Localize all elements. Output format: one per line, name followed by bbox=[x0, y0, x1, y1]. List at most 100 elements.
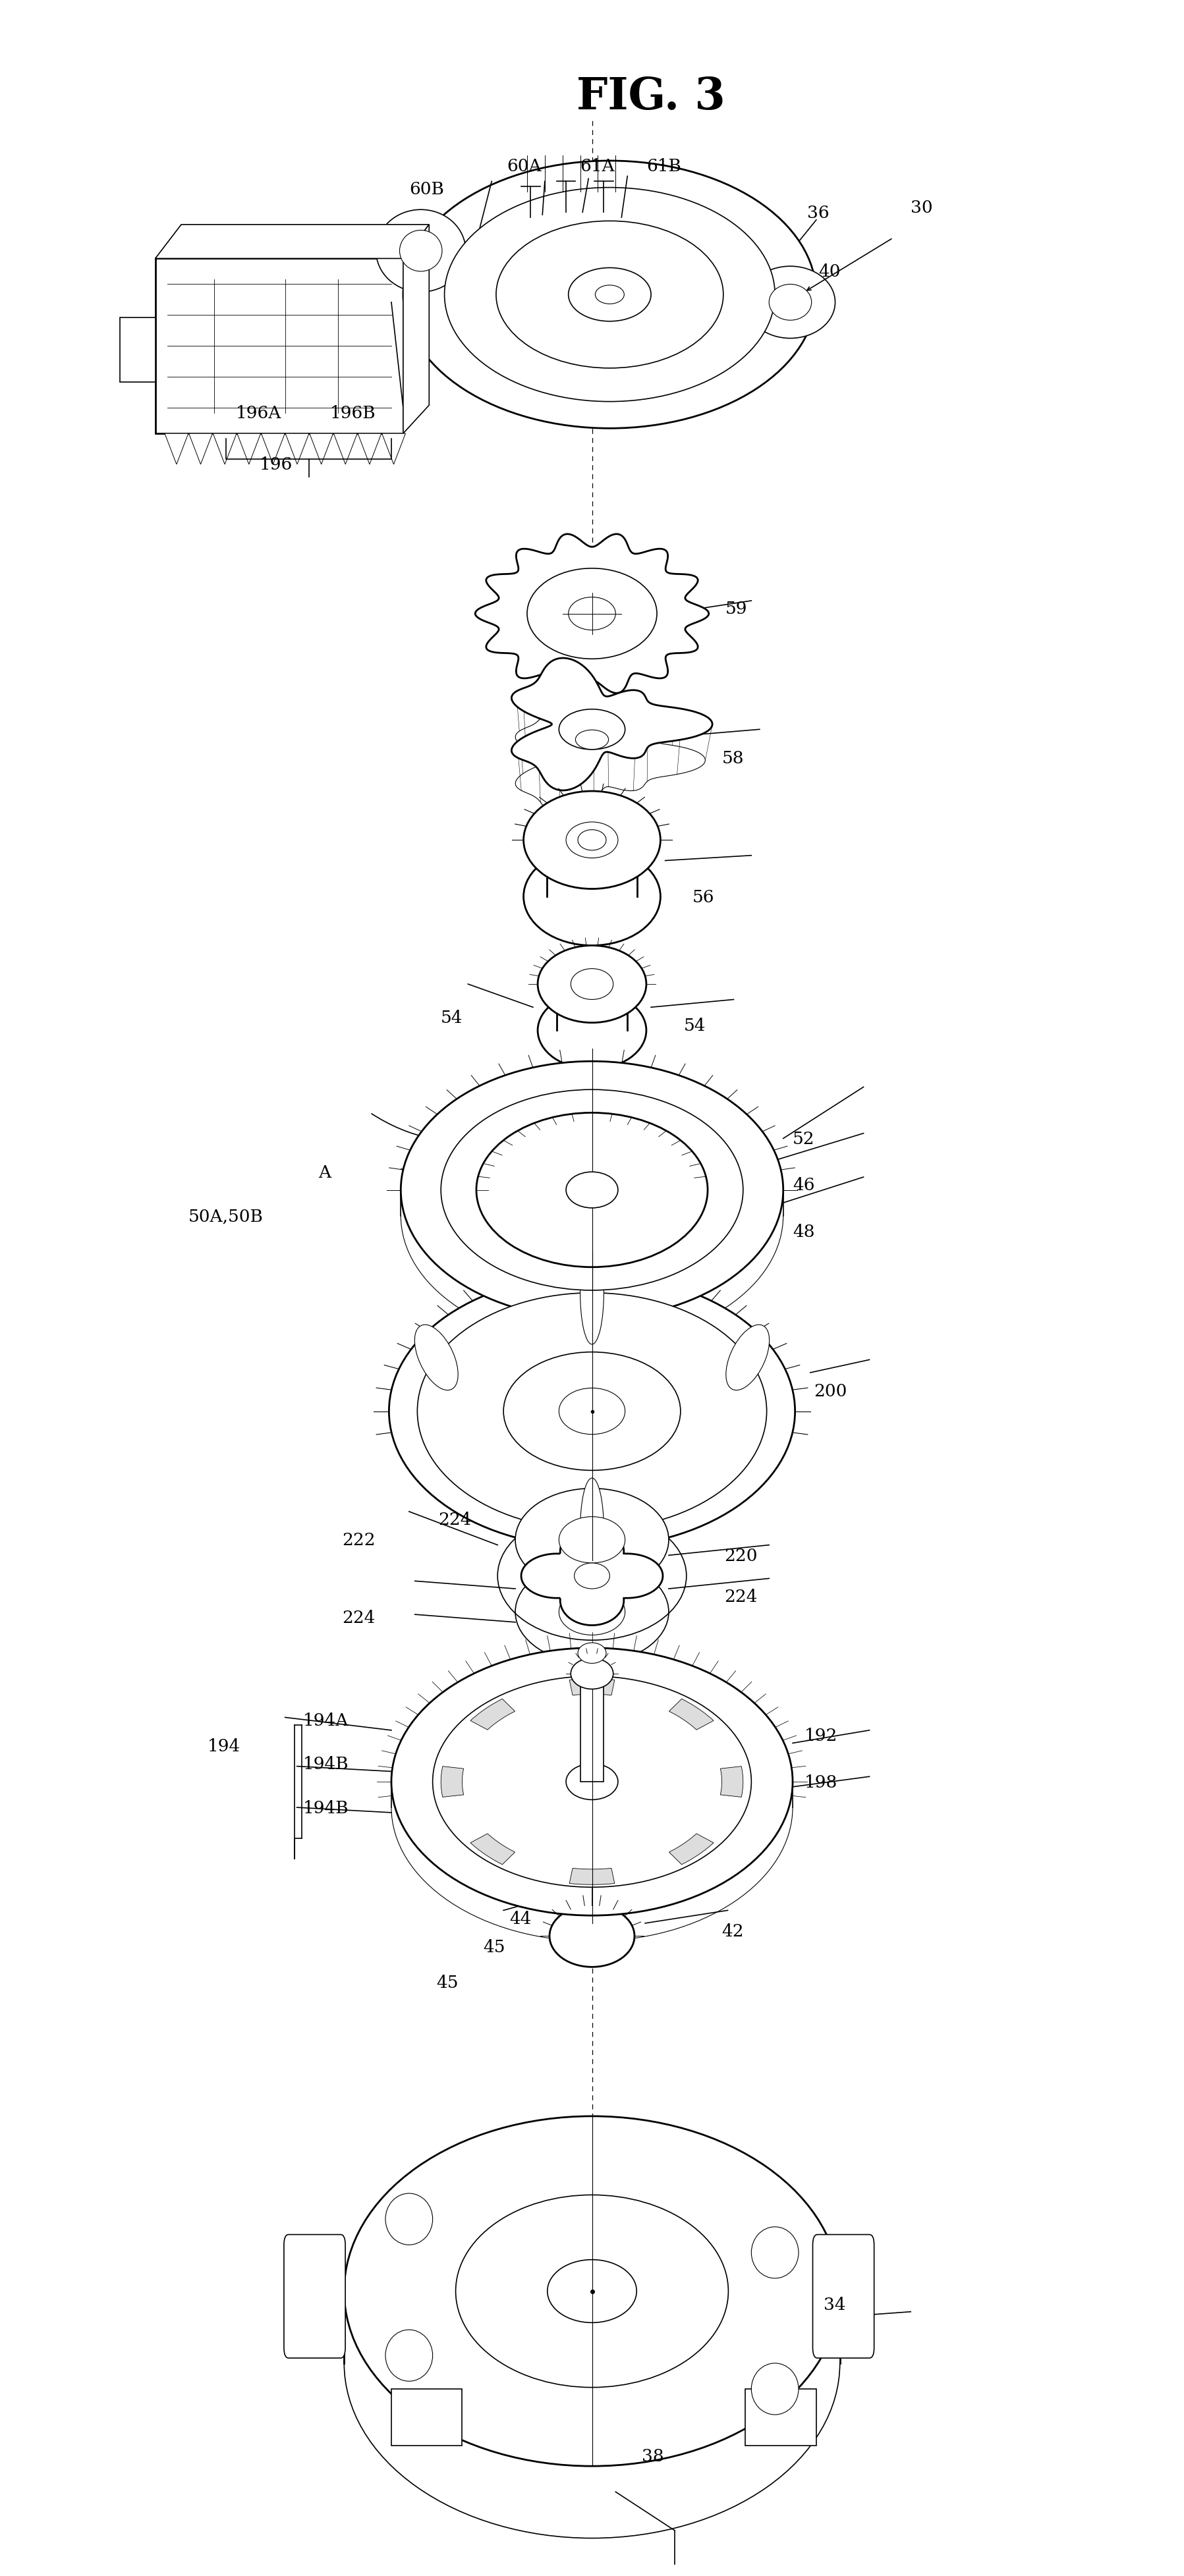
Polygon shape bbox=[570, 1868, 614, 1886]
Ellipse shape bbox=[559, 1589, 625, 1636]
Ellipse shape bbox=[566, 1172, 618, 1208]
Polygon shape bbox=[213, 433, 237, 464]
Ellipse shape bbox=[549, 1906, 635, 1968]
Ellipse shape bbox=[770, 286, 811, 322]
Polygon shape bbox=[309, 433, 333, 464]
Ellipse shape bbox=[417, 1293, 767, 1530]
Ellipse shape bbox=[392, 1649, 792, 1917]
Polygon shape bbox=[580, 1674, 604, 1783]
Ellipse shape bbox=[580, 1479, 604, 1582]
Polygon shape bbox=[392, 1783, 792, 1808]
Text: A: A bbox=[318, 1164, 330, 1180]
Ellipse shape bbox=[476, 1113, 708, 1267]
Ellipse shape bbox=[596, 286, 624, 304]
Ellipse shape bbox=[345, 2190, 839, 2537]
Polygon shape bbox=[392, 2388, 462, 2445]
Ellipse shape bbox=[726, 1324, 770, 1391]
Polygon shape bbox=[547, 840, 637, 896]
FancyBboxPatch shape bbox=[284, 2233, 346, 2357]
Ellipse shape bbox=[538, 945, 646, 1023]
Ellipse shape bbox=[752, 2226, 798, 2277]
Ellipse shape bbox=[523, 848, 661, 945]
Ellipse shape bbox=[401, 1061, 783, 1319]
Polygon shape bbox=[165, 433, 188, 464]
Polygon shape bbox=[285, 433, 309, 464]
Ellipse shape bbox=[568, 598, 616, 631]
Ellipse shape bbox=[377, 211, 465, 294]
Text: 36: 36 bbox=[806, 204, 829, 222]
Text: 44: 44 bbox=[509, 1909, 532, 1927]
Polygon shape bbox=[262, 433, 285, 464]
Polygon shape bbox=[155, 224, 429, 260]
Text: 200: 200 bbox=[813, 1383, 847, 1399]
Text: 224: 224 bbox=[725, 1589, 758, 1605]
Ellipse shape bbox=[578, 829, 606, 850]
Ellipse shape bbox=[559, 708, 625, 750]
Ellipse shape bbox=[566, 1765, 618, 1801]
Polygon shape bbox=[382, 433, 405, 464]
Ellipse shape bbox=[432, 1677, 752, 1888]
Text: 194: 194 bbox=[207, 1739, 240, 1754]
Text: 45: 45 bbox=[483, 1937, 506, 1955]
Text: 30: 30 bbox=[910, 198, 933, 216]
Ellipse shape bbox=[571, 969, 613, 999]
Text: 54: 54 bbox=[684, 1018, 706, 1033]
Text: 196A: 196A bbox=[236, 404, 282, 422]
Ellipse shape bbox=[456, 2195, 728, 2388]
Text: 196B: 196B bbox=[330, 404, 375, 422]
Text: 222: 222 bbox=[342, 1533, 375, 1548]
Polygon shape bbox=[403, 224, 429, 433]
Ellipse shape bbox=[578, 1643, 606, 1664]
Text: 45: 45 bbox=[436, 1973, 458, 1991]
Polygon shape bbox=[511, 659, 713, 791]
Ellipse shape bbox=[580, 1242, 604, 1345]
Polygon shape bbox=[358, 433, 381, 464]
Ellipse shape bbox=[538, 992, 646, 1069]
FancyBboxPatch shape bbox=[812, 2233, 874, 2357]
Ellipse shape bbox=[392, 1674, 792, 1942]
Polygon shape bbox=[237, 433, 260, 464]
Text: 220: 220 bbox=[725, 1548, 758, 1564]
Ellipse shape bbox=[401, 1087, 783, 1345]
Text: 59: 59 bbox=[726, 600, 747, 618]
Text: 48: 48 bbox=[792, 1224, 815, 1239]
Polygon shape bbox=[155, 260, 403, 433]
Text: 192: 192 bbox=[804, 1728, 837, 1744]
Ellipse shape bbox=[752, 2362, 798, 2414]
Ellipse shape bbox=[444, 188, 776, 402]
Ellipse shape bbox=[496, 222, 723, 368]
Ellipse shape bbox=[523, 791, 661, 889]
Text: 52: 52 bbox=[792, 1131, 815, 1146]
Ellipse shape bbox=[559, 1517, 625, 1564]
Ellipse shape bbox=[571, 1659, 613, 1690]
Ellipse shape bbox=[414, 1324, 458, 1391]
Text: 42: 42 bbox=[722, 1922, 744, 1940]
Polygon shape bbox=[746, 2388, 816, 2445]
Ellipse shape bbox=[547, 2259, 637, 2324]
Ellipse shape bbox=[515, 1561, 669, 1664]
Polygon shape bbox=[669, 1834, 714, 1865]
Text: 60B: 60B bbox=[408, 180, 444, 198]
Ellipse shape bbox=[574, 1564, 610, 1589]
Ellipse shape bbox=[386, 2329, 432, 2380]
Ellipse shape bbox=[403, 162, 816, 428]
Ellipse shape bbox=[386, 2195, 432, 2244]
Ellipse shape bbox=[566, 822, 618, 858]
Polygon shape bbox=[515, 703, 706, 819]
Ellipse shape bbox=[527, 569, 657, 659]
Ellipse shape bbox=[515, 1489, 669, 1592]
Ellipse shape bbox=[746, 268, 835, 340]
Polygon shape bbox=[334, 433, 358, 464]
Ellipse shape bbox=[503, 1352, 681, 1471]
Polygon shape bbox=[720, 1767, 744, 1798]
Text: 58: 58 bbox=[722, 750, 744, 765]
Text: 38: 38 bbox=[642, 2447, 664, 2465]
Text: 61A: 61A bbox=[580, 157, 614, 175]
Text: 194B: 194B bbox=[303, 1757, 349, 1772]
Text: 198: 198 bbox=[804, 1775, 837, 1790]
Text: FIG. 3: FIG. 3 bbox=[577, 75, 726, 118]
Polygon shape bbox=[440, 1767, 464, 1798]
Polygon shape bbox=[475, 533, 709, 693]
Polygon shape bbox=[521, 1528, 663, 1625]
Text: 224: 224 bbox=[438, 1512, 472, 1528]
